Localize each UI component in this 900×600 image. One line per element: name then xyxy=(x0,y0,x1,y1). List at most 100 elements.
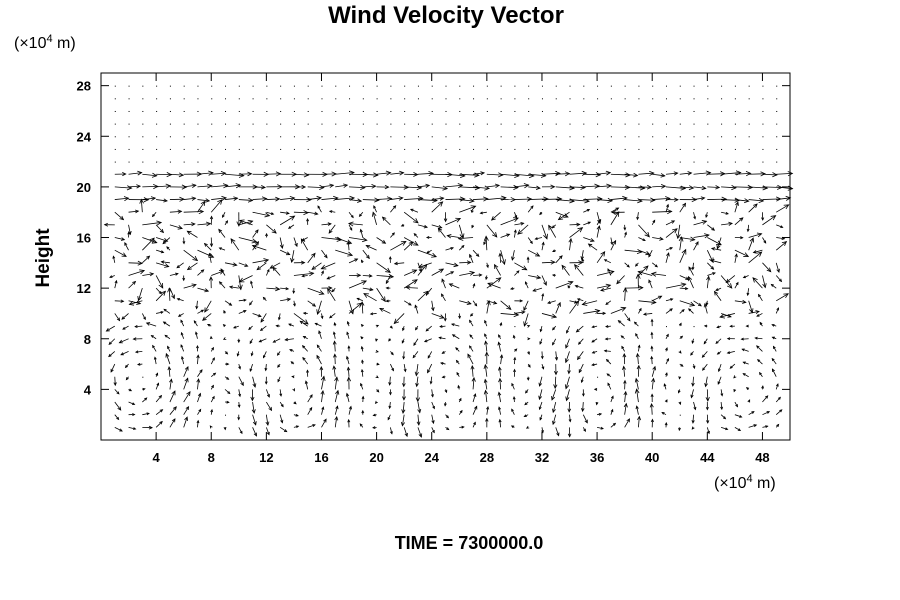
x-tick-label: 12 xyxy=(259,450,273,465)
vector-arrow xyxy=(404,110,406,112)
vector-arrow xyxy=(306,218,310,225)
vector-arrow xyxy=(635,352,640,365)
vector-arrow xyxy=(748,203,758,213)
vector-arrow xyxy=(665,298,674,302)
vector-arrow xyxy=(651,219,656,226)
vector-arrow xyxy=(164,334,171,340)
vector-arrow xyxy=(304,380,309,390)
vector-arrow xyxy=(610,395,614,403)
vector-arrow xyxy=(237,275,243,291)
vector-arrow xyxy=(514,85,516,87)
vector-arrow xyxy=(693,300,702,307)
vector-arrow xyxy=(413,338,419,346)
vector-arrow xyxy=(169,123,171,125)
vector-arrow xyxy=(359,228,364,238)
vector-arrow xyxy=(771,357,777,365)
vector-arrow xyxy=(156,136,158,138)
vector-arrow xyxy=(431,224,443,229)
vector-arrow xyxy=(510,287,515,290)
vector-arrow xyxy=(607,382,612,390)
vector-arrow xyxy=(746,288,750,297)
vector-arrow xyxy=(372,426,377,429)
vector-arrow xyxy=(638,184,653,190)
vector-arrow xyxy=(776,85,778,87)
vector-arrow xyxy=(299,320,308,327)
vector-arrow xyxy=(528,196,549,202)
vector-arrow xyxy=(597,85,599,87)
vector-arrow xyxy=(321,123,323,125)
vector-arrow xyxy=(652,136,654,138)
vector-arrow xyxy=(431,85,433,87)
vector-arrow xyxy=(762,262,772,273)
vector-arrow xyxy=(358,211,364,218)
vector-arrow xyxy=(431,196,445,201)
vector-arrow xyxy=(362,123,364,125)
vector-arrow xyxy=(679,171,693,176)
vector-arrow xyxy=(109,275,115,278)
vector-arrow xyxy=(156,123,158,125)
vector-arrow xyxy=(623,224,627,231)
vector-arrow xyxy=(280,110,282,112)
vector-arrow xyxy=(307,424,316,428)
vector-arrow xyxy=(375,375,379,379)
vector-arrow xyxy=(459,198,475,204)
vector-arrow xyxy=(665,333,669,339)
vector-arrow xyxy=(776,136,778,138)
vector-arrow xyxy=(332,331,336,339)
vector-arrow xyxy=(307,300,317,307)
vector-arrow xyxy=(638,170,655,176)
vector-arrow xyxy=(128,388,133,392)
vector-arrow xyxy=(269,262,281,269)
x-tick-label: 16 xyxy=(314,450,328,465)
vector-arrow xyxy=(307,85,309,87)
vector-arrow xyxy=(517,224,529,235)
vector-arrow xyxy=(142,136,144,138)
vector-arrow xyxy=(277,376,281,383)
vector-arrow xyxy=(597,376,599,378)
vector-arrow xyxy=(693,233,710,239)
vector-arrow xyxy=(293,401,297,405)
vector-arrow xyxy=(486,148,488,150)
vector-arrow xyxy=(250,389,255,402)
vector-arrow xyxy=(156,172,173,178)
x-tick-label: 24 xyxy=(424,450,439,465)
vector-arrow xyxy=(258,338,267,343)
x-tick-label: 40 xyxy=(645,450,659,465)
vector-arrow xyxy=(293,123,295,125)
vector-arrow xyxy=(210,384,214,390)
vector-arrow xyxy=(583,196,603,202)
vector-arrow xyxy=(459,260,472,265)
vector-arrow xyxy=(293,300,296,307)
vector-arrow xyxy=(776,98,778,100)
vector-arrow xyxy=(705,212,709,219)
vector-arrow xyxy=(238,171,253,177)
vector-arrow xyxy=(301,345,308,352)
vector-arrow xyxy=(514,110,516,112)
vector-arrow xyxy=(469,253,474,263)
vector-arrow xyxy=(473,136,475,138)
vector-arrow xyxy=(362,148,364,150)
vector-arrow xyxy=(348,258,359,264)
vector-arrow xyxy=(707,161,709,163)
x-tick-label: 8 xyxy=(208,450,215,465)
vector-arrow xyxy=(511,408,515,415)
vector-arrow xyxy=(293,260,306,265)
vector-arrow xyxy=(266,224,277,234)
vector-arrow xyxy=(225,123,227,125)
vector-arrow xyxy=(514,270,520,276)
vector-arrow xyxy=(726,337,735,341)
vector-arrow xyxy=(163,308,171,314)
vector-arrow xyxy=(473,161,475,163)
vector-arrow xyxy=(183,405,190,415)
vector-arrow xyxy=(417,136,419,138)
vector-arrow xyxy=(155,372,159,377)
vector-arrow xyxy=(302,311,308,315)
vector-arrow xyxy=(693,136,695,138)
vector-arrow xyxy=(717,363,722,373)
vector-arrow xyxy=(483,378,488,390)
vector-arrow xyxy=(417,85,419,87)
x-axis-ticks: 4 8 12 16 20 24 28 32 36 40 44 48 xyxy=(153,73,770,465)
chart-title: Wind Velocity Vector xyxy=(328,2,564,29)
vector-arrow xyxy=(555,301,561,314)
vector-arrow xyxy=(335,183,349,188)
